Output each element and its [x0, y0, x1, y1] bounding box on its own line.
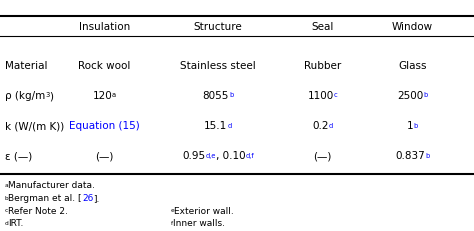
Text: Insulation: Insulation — [79, 22, 130, 32]
Text: ρ (kg/m: ρ (kg/m — [5, 91, 45, 101]
Text: Manufacturer data.: Manufacturer data. — [9, 181, 95, 190]
Text: (—): (—) — [95, 151, 113, 161]
Text: a: a — [5, 183, 9, 188]
Text: b: b — [425, 152, 429, 158]
Text: 1: 1 — [407, 121, 414, 131]
Text: ε (—): ε (—) — [5, 151, 32, 161]
Text: b: b — [423, 92, 428, 98]
Text: d: d — [228, 122, 232, 128]
Text: Refer Note 2.: Refer Note 2. — [8, 207, 68, 216]
Text: e: e — [171, 208, 174, 213]
Text: , 0.10: , 0.10 — [216, 151, 245, 161]
Text: 0.95: 0.95 — [182, 151, 205, 161]
Text: k (W/(m K)): k (W/(m K)) — [5, 121, 64, 131]
Text: Window: Window — [392, 22, 433, 32]
Text: 120: 120 — [92, 91, 112, 101]
Text: ].: ]. — [93, 194, 100, 203]
Text: Exterior wall.: Exterior wall. — [174, 207, 234, 216]
Text: Rock wool: Rock wool — [78, 61, 130, 71]
Text: ): ) — [49, 91, 53, 101]
Text: Rubber: Rubber — [304, 61, 341, 71]
Text: 0.837: 0.837 — [395, 151, 425, 161]
Text: (—): (—) — [313, 151, 331, 161]
Text: Bergman et al. [: Bergman et al. [ — [9, 194, 82, 203]
Text: Structure: Structure — [194, 22, 242, 32]
Text: 2500: 2500 — [397, 91, 423, 101]
Text: b: b — [414, 122, 418, 128]
Text: Seal: Seal — [311, 22, 334, 32]
Text: d,e: d,e — [205, 152, 216, 158]
Text: b: b — [5, 196, 9, 201]
Text: 1100: 1100 — [307, 91, 334, 101]
Text: 8055: 8055 — [203, 91, 229, 101]
Text: d: d — [5, 221, 9, 226]
Text: 15.1: 15.1 — [204, 121, 228, 131]
Text: IRT.: IRT. — [9, 219, 24, 228]
Text: 26: 26 — [82, 194, 93, 203]
Text: a: a — [112, 92, 116, 98]
Text: 0.2: 0.2 — [312, 121, 328, 131]
Text: Inner walls.: Inner walls. — [173, 219, 225, 228]
Text: d: d — [328, 122, 333, 128]
Text: Material: Material — [5, 61, 47, 71]
Text: c: c — [5, 208, 8, 213]
Text: Equation (15): Equation (15) — [69, 121, 140, 131]
Text: 3: 3 — [45, 92, 49, 98]
Text: d,f: d,f — [245, 152, 254, 158]
Text: c: c — [334, 92, 337, 98]
Text: Stainless steel: Stainless steel — [180, 61, 256, 71]
Text: Glass: Glass — [398, 61, 427, 71]
Text: f: f — [171, 221, 173, 226]
Text: b: b — [229, 92, 233, 98]
